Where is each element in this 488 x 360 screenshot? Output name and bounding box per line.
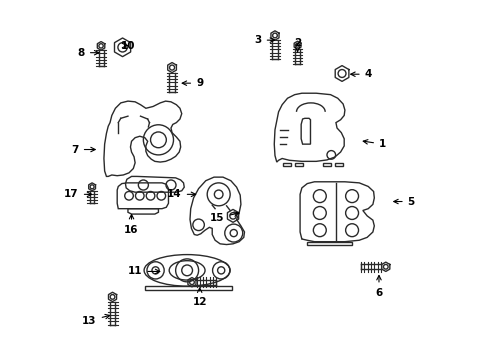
- Text: 14: 14: [167, 189, 195, 199]
- Text: 3: 3: [254, 35, 274, 45]
- Text: 11: 11: [127, 266, 160, 276]
- Text: 1: 1: [363, 139, 386, 149]
- Text: 7: 7: [71, 144, 95, 154]
- Text: 17: 17: [64, 189, 91, 199]
- Text: 13: 13: [82, 314, 109, 325]
- Text: 6: 6: [375, 275, 382, 298]
- Text: 5: 5: [393, 197, 414, 207]
- Text: 10: 10: [121, 41, 135, 50]
- Text: 15: 15: [210, 212, 238, 222]
- Text: 4: 4: [350, 69, 371, 79]
- Text: 8: 8: [78, 48, 99, 58]
- Text: 12: 12: [192, 288, 206, 307]
- Text: 9: 9: [182, 78, 203, 88]
- Text: 2: 2: [293, 39, 301, 51]
- Text: 16: 16: [124, 215, 139, 235]
